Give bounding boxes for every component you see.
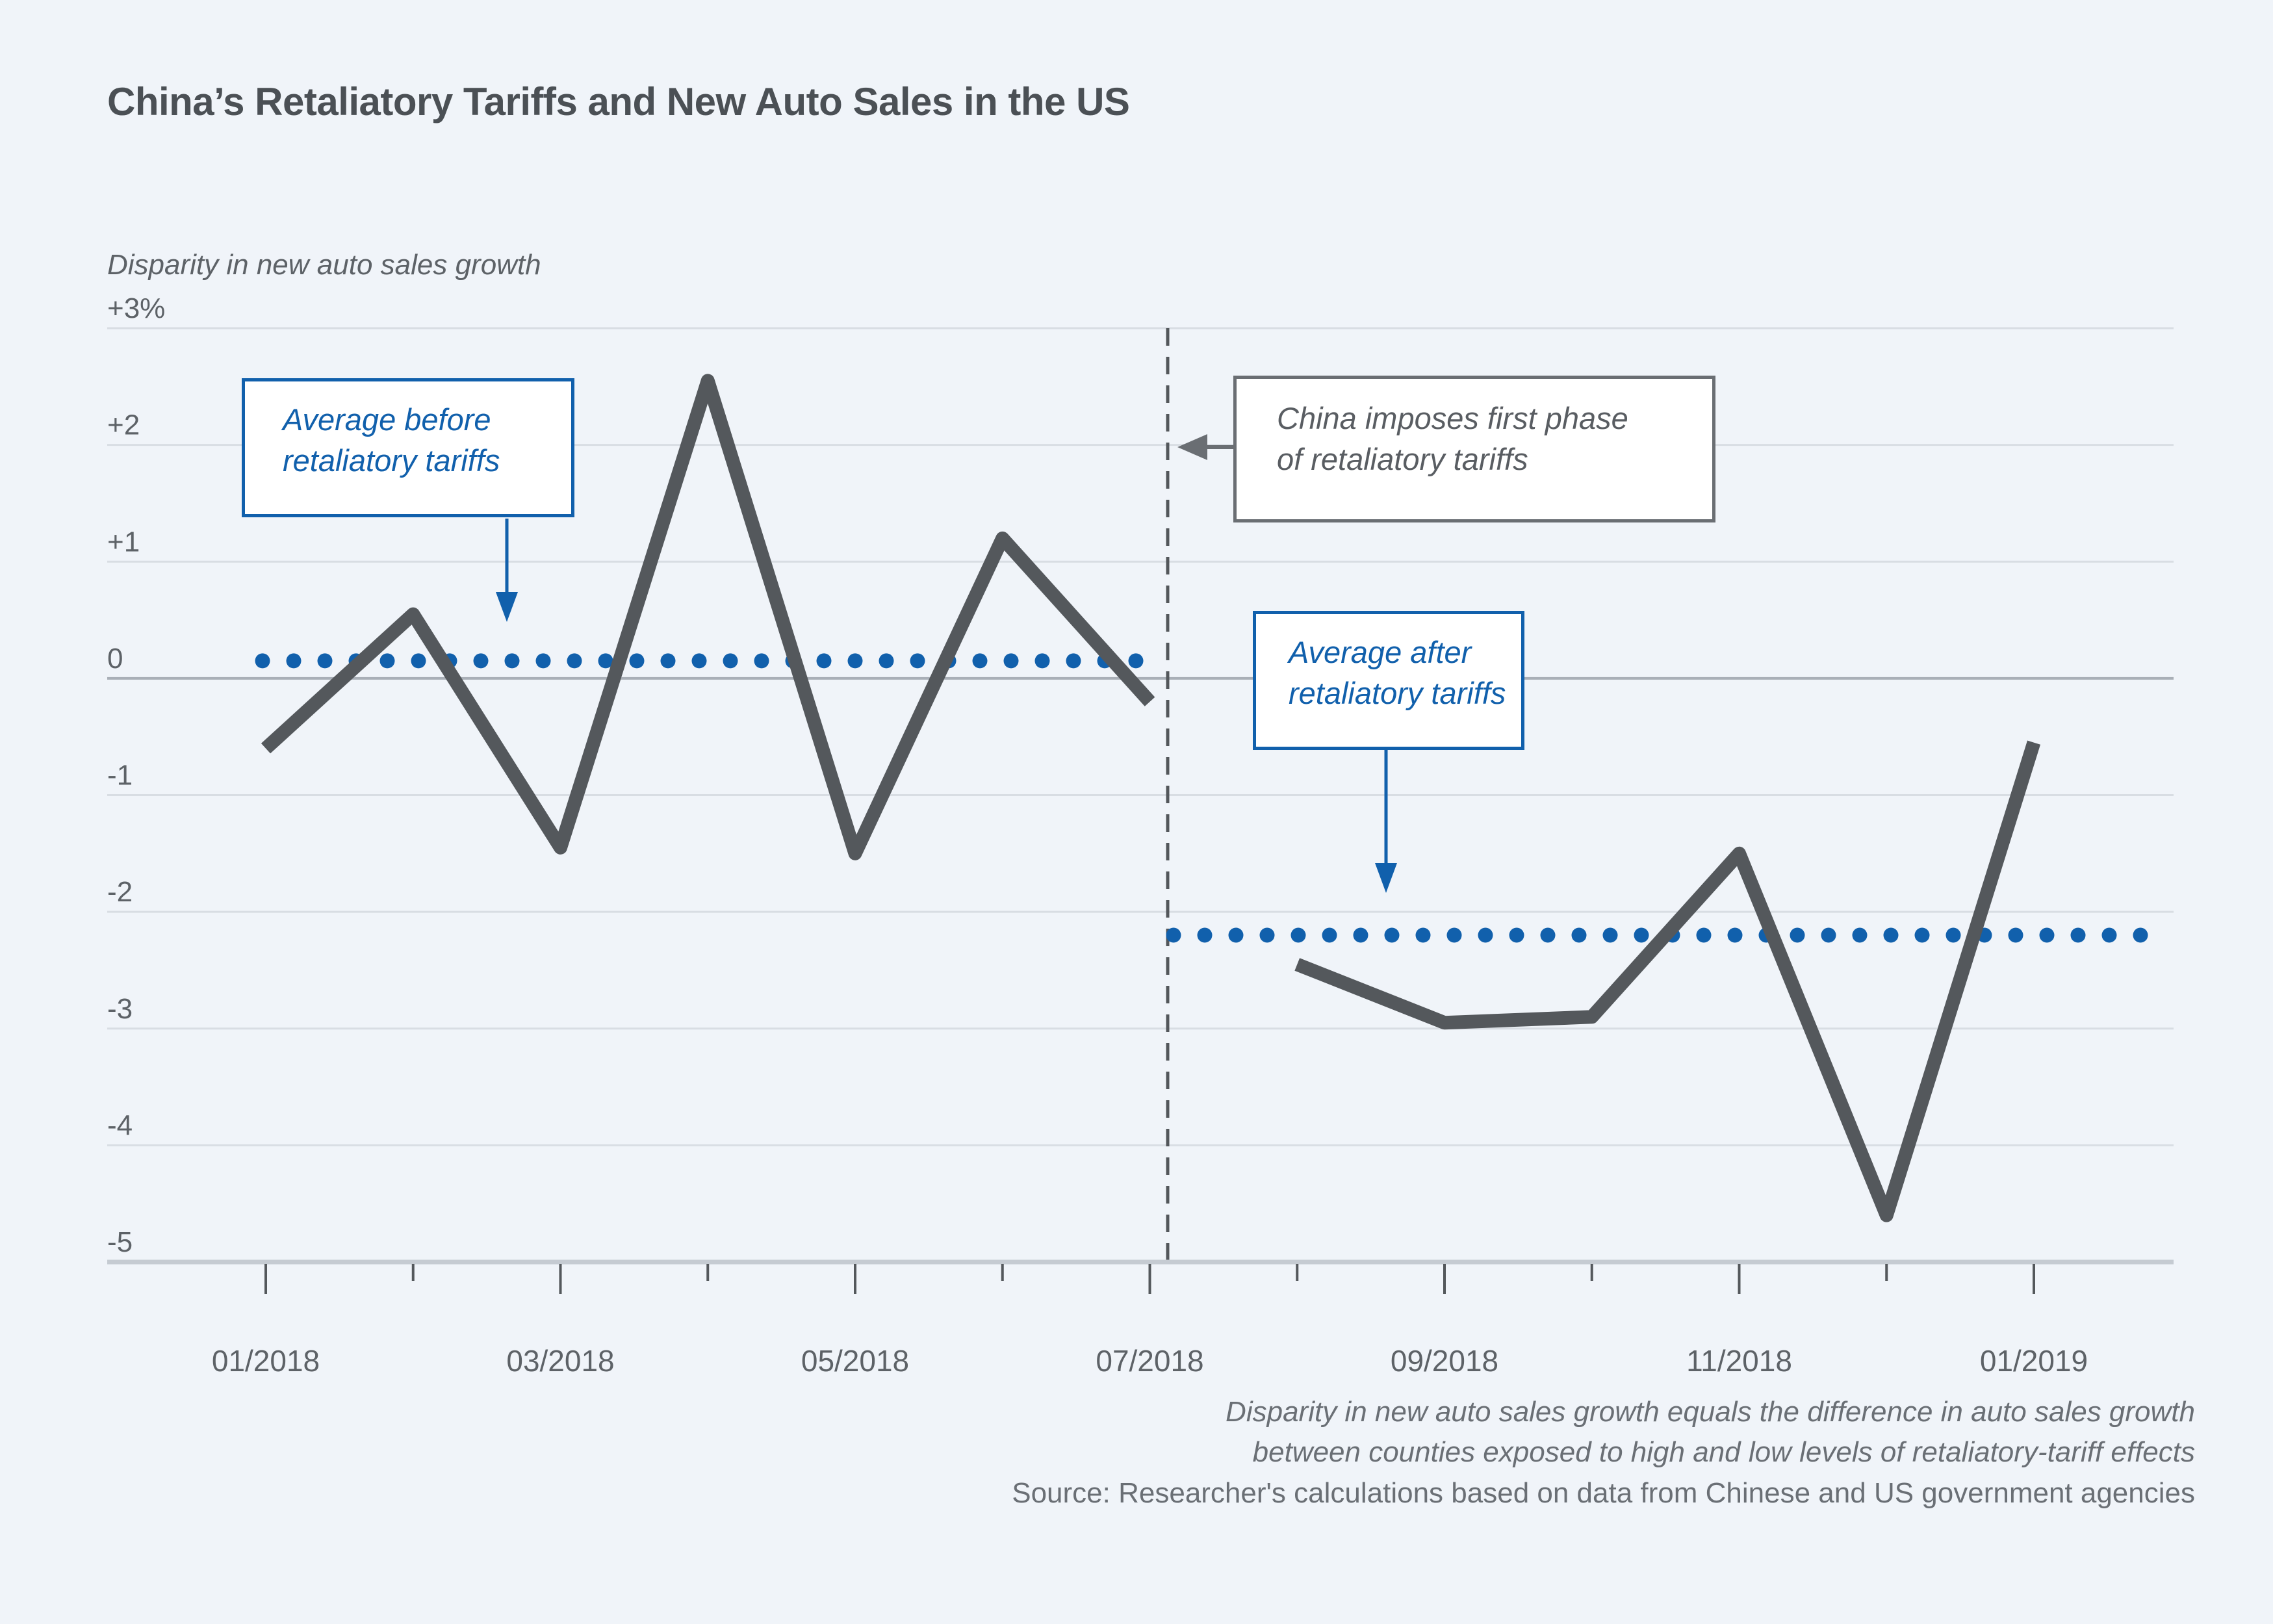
y-tick-label--2: -2 — [107, 876, 133, 908]
y-tick-label--1: -1 — [107, 760, 133, 792]
tariff-event-arrow-head — [1177, 434, 1207, 460]
x-tick-label-07/2018: 07/2018 — [1096, 1344, 1203, 1378]
x-tick-label-09/2018: 09/2018 — [1391, 1344, 1498, 1378]
y-tick-label--3: -3 — [107, 993, 133, 1025]
y-tick-label-1: +1 — [107, 526, 140, 558]
x-tick-label-11/2018: 11/2018 — [1686, 1344, 1792, 1378]
footnote-source: Source: Researcher's calculations based … — [1012, 1476, 2195, 1509]
series-line-before-tariffs — [261, 374, 1155, 860]
footnote: Disparity in new auto sales growth equal… — [1012, 1392, 2195, 1514]
series-line-after-tariffs — [1294, 740, 2041, 1222]
average-after-arrow-head — [1375, 863, 1397, 893]
page-title: China’s Retaliatory Tariffs and New Auto… — [107, 80, 1130, 123]
y-tick-label--5: -5 — [107, 1226, 133, 1258]
annotation-average-before: Average before retaliatory tariffs — [242, 378, 574, 517]
y-tick-label--4: -4 — [107, 1109, 133, 1141]
footnote-line-2: between counties exposed to high and low… — [1252, 1436, 2195, 1469]
y-tick-label-2: +2 — [107, 409, 140, 441]
footnote-line-1: Disparity in new auto sales growth equal… — [1226, 1396, 2195, 1428]
x-tick-label-03/2018: 03/2018 — [506, 1344, 614, 1378]
x-tick-label-05/2018: 05/2018 — [801, 1344, 909, 1378]
annotation-average-after: Average after retaliatory tariffs — [1253, 611, 1524, 750]
x-tick-label-01/2018: 01/2018 — [212, 1344, 320, 1378]
y-tick-label-3: +3% — [107, 292, 165, 324]
average-before-arrow-head — [496, 592, 518, 622]
x-tick-label-01/2019: 01/2019 — [1980, 1344, 2088, 1378]
annotation-tariff-event: China imposes first phase of retaliatory… — [1233, 376, 1715, 522]
y-tick-label-0: 0 — [107, 643, 123, 675]
y-axis-title: Disparity in new auto sales growth — [107, 249, 541, 281]
